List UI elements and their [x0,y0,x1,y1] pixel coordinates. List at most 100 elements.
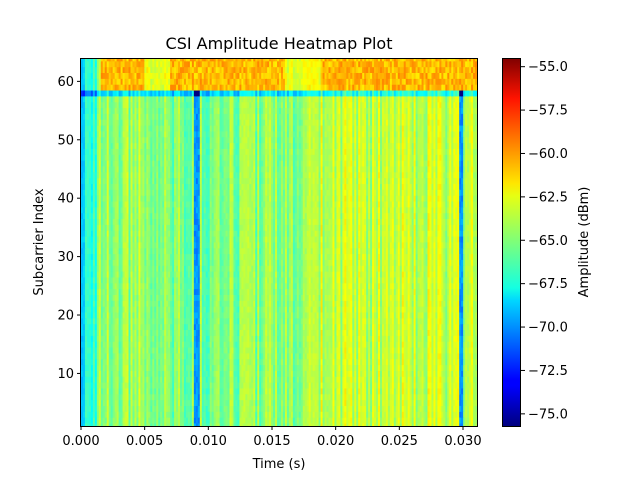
heatmap-cell [124,423,128,427]
heatmap-cell [473,393,476,401]
heatmap-cell [112,376,116,383]
heatmap-cell [134,393,138,401]
heatmap-cell [211,411,215,418]
heatmap-cell [144,347,147,354]
heatmap-cell [271,370,274,377]
heatmap-cell [187,417,191,424]
heatmap-cell [265,417,268,424]
heatmap-cell [197,423,201,427]
heatmap-cell [275,370,278,377]
heatmap-cell [467,423,470,427]
heatmap-cell [395,393,399,401]
heatmap-cell [356,388,359,395]
heatmap-cell [231,370,235,377]
heatmap-cell [84,405,88,412]
heatmap-cell [180,347,183,354]
heatmap-cell [199,405,203,412]
heatmap-cell [213,376,217,383]
heatmap-cell [346,358,349,366]
heatmap-cell [253,370,256,377]
heatmap-cell [227,411,231,418]
heatmap-cell [401,370,405,377]
heatmap-cell [447,423,450,427]
heatmap-cell [273,399,276,406]
heatmap-cell [132,352,136,360]
heatmap-cell [94,376,98,383]
heatmap-cell [195,388,199,395]
heatmap-cell [128,352,132,360]
heatmap-cell [286,405,290,412]
heatmap-cell [261,393,264,401]
heatmap-cell [273,370,276,377]
heatmap-cell [104,393,108,401]
heatmap-cell [233,399,237,406]
heatmap-cell [403,370,407,377]
heatmap-cell [344,364,347,371]
heatmap-cell [340,417,343,424]
heatmap-cell [96,352,100,360]
heatmap-cell [284,376,288,383]
heatmap-cell [187,388,191,395]
heatmap-cell [267,352,270,360]
heatmap-cell [136,388,140,395]
heatmap-cell [453,376,456,383]
heatmap-cell [405,382,409,389]
heatmap-cell [221,358,225,366]
heatmap-cell [239,388,242,395]
heatmap-cell [405,411,409,418]
heatmap-cell [306,399,310,406]
heatmap-cell [243,376,246,383]
heatmap-cell [275,347,278,354]
heatmap-cell [146,358,149,366]
heatmap-cell [318,352,322,360]
heatmap-cell [122,405,126,412]
heatmap-cell [282,423,286,427]
heatmap-cell [166,347,169,354]
heatmap-cell [453,358,456,366]
heatmap-cell [376,423,379,427]
heatmap-cell [391,382,395,389]
heatmap-cell [148,382,151,389]
heatmap-cell [407,364,411,371]
heatmap-cell [471,405,474,412]
heatmap-cell [447,364,450,371]
heatmap-cell [142,370,145,377]
heatmap-cell [395,370,399,377]
heatmap-cell [451,382,454,389]
heatmap-cell [269,399,272,406]
heatmap-cell [81,358,84,366]
heatmap-cell [126,352,130,360]
heatmap-cell [199,411,203,418]
heatmap-cell [126,388,130,395]
heatmap-cell [395,388,399,395]
heatmap-cell [302,405,306,412]
heatmap-cell [328,423,332,427]
heatmap-cell [429,388,433,395]
heatmap-cell [100,382,104,389]
heatmap-cell [453,352,456,360]
heatmap-cell [441,417,444,424]
heatmap-cell [421,352,425,360]
heatmap-cell [185,364,189,371]
heatmap-cell [96,411,100,418]
heatmap-cell [302,370,306,377]
heatmap-cell [282,364,286,371]
heatmap-cell [282,388,286,395]
heatmap-cell [251,399,254,406]
heatmap-cell [300,417,304,424]
heatmap-cell [170,388,173,395]
heatmap-cell [358,358,361,366]
heatmap-cell [213,399,217,406]
heatmap-cell [362,423,365,427]
heatmap-cell [128,388,132,395]
heatmap-cell [421,376,425,383]
heatmap-cell [435,388,438,395]
heatmap-cell [332,411,336,418]
heatmap-cell [114,399,118,406]
heatmap-cell [124,364,128,371]
heatmap-cell [197,370,201,377]
heatmap-cell [164,364,167,371]
heatmap-cell [176,347,179,354]
heatmap-cell [312,352,316,360]
heatmap-cell [154,388,157,395]
